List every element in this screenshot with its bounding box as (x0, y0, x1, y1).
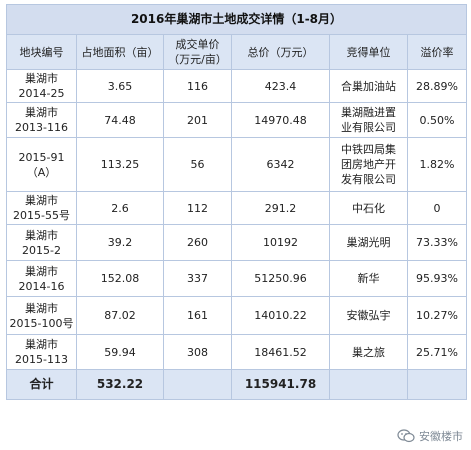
table-row: 巢湖市 2015-113 59.94 308 18461.52 巢之旅 25.71% (6, 334, 467, 370)
total-unit-price (163, 369, 232, 400)
cell-winner: 巢湖融进置 业有限公司 (329, 102, 408, 138)
header-area: 占地面积（亩） (76, 34, 164, 70)
cell-winner: 巢之旅 (329, 334, 408, 370)
cell-plot-id: 巢湖市 2015-100号 (6, 296, 77, 335)
header-premium: 溢价率 (407, 34, 467, 70)
cell-winner: 中铁四局集 团房地产开 发有限公司 (329, 137, 408, 192)
cell-unit-price: 260 (163, 224, 232, 261)
cell-area: 39.2 (76, 224, 164, 261)
table-title: 2016年巢湖市土地成交详情（1-8月） (6, 4, 467, 35)
watermark: 安徽楼市 (397, 428, 463, 444)
cell-premium: 25.71% (407, 334, 467, 370)
cell-area: 74.48 (76, 102, 164, 138)
cell-plot-id: 巢湖市 2014-25 (6, 69, 77, 103)
cell-unit-price: 112 (163, 191, 232, 225)
cell-total-price: 14010.22 (231, 296, 330, 335)
cell-total-price: 14970.48 (231, 102, 330, 138)
cell-area: 113.25 (76, 137, 164, 192)
cell-unit-price: 56 (163, 137, 232, 192)
cell-area: 2.6 (76, 191, 164, 225)
cell-winner: 巢湖光明 (329, 224, 408, 261)
cell-area: 3.65 (76, 69, 164, 103)
cell-plot-id: 巢湖市 2013-116 (6, 102, 77, 138)
cell-area: 87.02 (76, 296, 164, 335)
cell-premium: 10.27% (407, 296, 467, 335)
cell-premium: 0.50% (407, 102, 467, 138)
cell-unit-price: 201 (163, 102, 232, 138)
cell-total-price: 291.2 (231, 191, 330, 225)
total-winner (329, 369, 408, 400)
cell-premium: 73.33% (407, 224, 467, 261)
cell-unit-price: 308 (163, 334, 232, 370)
cell-area: 152.08 (76, 260, 164, 297)
header-row: 地块编号 占地面积（亩） 成交单价 （万元/亩） 总价（万元） 竞得单位 溢价率 (6, 34, 467, 70)
table-row: 巢湖市 2014-16 152.08 337 51250.96 新华 95.93% (6, 260, 467, 297)
table-row: 巢湖市 2015-100号 87.02 161 14010.22 安徽弘宇 10.27% (6, 296, 467, 335)
cell-plot-id: 巢湖市 2015-55号 (6, 191, 77, 225)
cell-unit-price: 116 (163, 69, 232, 103)
cell-total-price: 423.4 (231, 69, 330, 103)
table-row: 巢湖市 2015-2 39.2 260 10192 巢湖光明 73.33% (6, 224, 467, 261)
table-row: 巢湖市 2015-55号 2.6 112 291.2 中石化 0 (6, 191, 467, 225)
total-row: 合计 532.22 115941.78 (6, 369, 467, 400)
cell-winner: 合巢加油站 (329, 69, 408, 103)
cell-unit-price: 161 (163, 296, 232, 335)
cell-total-price: 51250.96 (231, 260, 330, 297)
total-price: 115941.78 (231, 369, 330, 400)
cell-plot-id: 2015-91 （A） (6, 137, 77, 192)
table-row: 巢湖市 2013-116 74.48 201 14970.48 巢湖融进置 业有限公司 0.5… (6, 102, 467, 138)
cell-total-price: 10192 (231, 224, 330, 261)
watermark-text: 安徽楼市 (419, 430, 463, 443)
cell-unit-price: 337 (163, 260, 232, 297)
land-deals-table: 2016年巢湖市土地成交详情（1-8月） 地块编号 占地面积（亩） 成交单价 （万… (6, 4, 467, 400)
header-winner: 竞得单位 (329, 34, 408, 70)
cell-total-price: 6342 (231, 137, 330, 192)
cell-plot-id: 巢湖市 2015-2 (6, 224, 77, 261)
header-unit-price: 成交单价 （万元/亩） (163, 34, 232, 70)
cell-premium: 28.89% (407, 69, 467, 103)
total-premium (407, 369, 467, 400)
header-total-price: 总价（万元） (231, 34, 330, 70)
cell-total-price: 18461.52 (231, 334, 330, 370)
cell-winner: 新华 (329, 260, 408, 297)
wechat-icon (397, 429, 415, 443)
cell-winner: 安徽弘宇 (329, 296, 408, 335)
table-title-row: 2016年巢湖市土地成交详情（1-8月） (6, 4, 467, 35)
cell-premium: 95.93% (407, 260, 467, 297)
cell-area: 59.94 (76, 334, 164, 370)
header-plot-id: 地块编号 (6, 34, 77, 70)
total-area: 532.22 (76, 369, 164, 400)
table-row: 巢湖市 2014-25 3.65 116 423.4 合巢加油站 28.89% (6, 69, 467, 103)
table-row: 2015-91 （A） 113.25 56 6342 中铁四局集 团房地产开 发有限公司 1.8… (6, 137, 467, 192)
cell-plot-id: 巢湖市 2015-113 (6, 334, 77, 370)
total-label: 合计 (6, 369, 77, 400)
cell-plot-id: 巢湖市 2014-16 (6, 260, 77, 297)
cell-premium: 0 (407, 191, 467, 225)
cell-winner: 中石化 (329, 191, 408, 225)
cell-premium: 1.82% (407, 137, 467, 192)
